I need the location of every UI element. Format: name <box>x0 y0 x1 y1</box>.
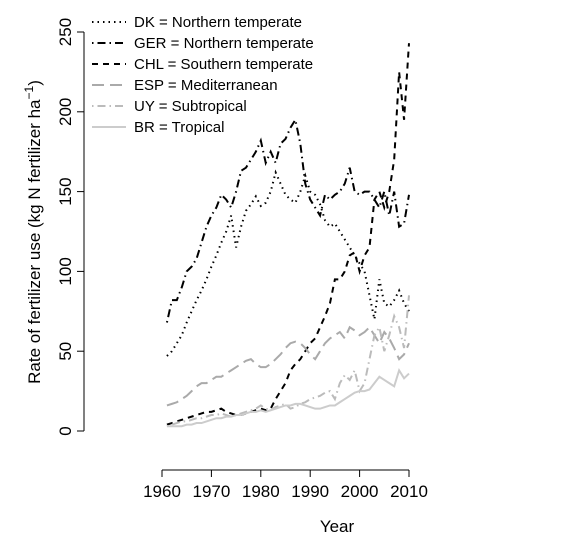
legend-label: BR = Tropical <box>134 119 224 136</box>
y-tick-label: 150 <box>56 177 75 205</box>
y-tick-label: 200 <box>56 98 75 126</box>
x-tick-label: 1980 <box>242 482 280 501</box>
legend-label: DK = Northern temperate <box>134 14 302 31</box>
series-line <box>165 117 410 323</box>
series-line <box>166 367 410 428</box>
x-tick-label: 1960 <box>143 482 181 501</box>
legend-label: ESP = Mediterranean <box>134 77 278 94</box>
y-axis-label-main: Rate of fertilizer use (kg N fertilizer … <box>25 99 44 384</box>
legend-label: UY = Subtropical <box>134 98 247 115</box>
y-tick-label: 100 <box>56 257 75 285</box>
series-line <box>166 43 410 426</box>
series-line <box>166 325 410 407</box>
x-axis-label: Year <box>320 517 355 536</box>
y-tick-label: 0 <box>56 426 75 435</box>
series-line <box>166 169 410 357</box>
y-tick-label: 250 <box>56 18 75 46</box>
x-tick-label: 1970 <box>192 482 230 501</box>
y-axis-label-end: ) <box>25 80 44 86</box>
x-tick-label: 1990 <box>291 482 329 501</box>
x-tick-label: 2010 <box>390 482 428 501</box>
series-line <box>166 295 410 428</box>
x-tick-label: 2000 <box>341 482 379 501</box>
legend-label: GER = Northern temperate <box>134 35 314 52</box>
y-axis-label: Rate of fertilizer use (kg N fertilizer … <box>22 80 44 384</box>
legend-label: CHL = Southern temperate <box>134 56 313 73</box>
y-tick-label: 50 <box>56 342 75 361</box>
y-axis-label-sup: −1 <box>22 85 36 99</box>
